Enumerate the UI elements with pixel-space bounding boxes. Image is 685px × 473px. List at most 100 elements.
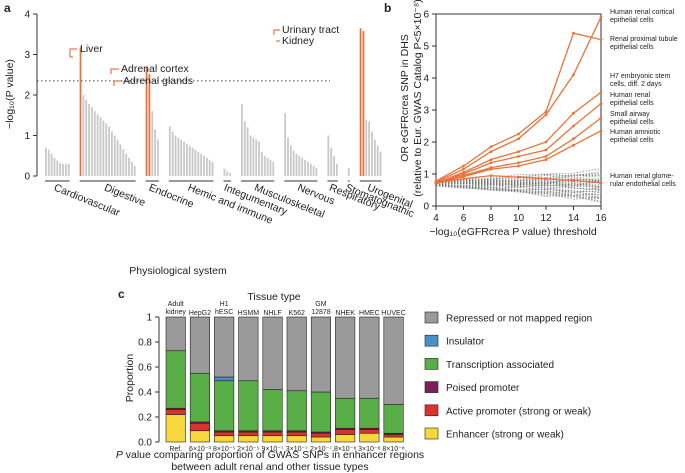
category-label: K562 [289, 310, 305, 317]
stacked-segment [383, 404, 404, 434]
series-point [599, 129, 603, 133]
bar [183, 141, 185, 176]
bar [203, 155, 205, 176]
stacked-segment [238, 431, 259, 437]
panel-b-xtick-label: 14 [568, 213, 580, 224]
bar [64, 163, 67, 176]
series-point [434, 181, 438, 185]
highlight-bar [79, 47, 82, 177]
legend-label: Repressed or not mapped region [446, 314, 592, 325]
label-glomerular: Human renal glome-rular endothelial cell… [610, 173, 676, 188]
background-series-line [435, 185, 602, 199]
panel-b-ytick-label: 2 [423, 138, 429, 149]
bar [119, 144, 122, 176]
stacked-segment [165, 350, 186, 409]
bar [67, 163, 70, 176]
background-series-line [435, 179, 602, 184]
panel-b-xtick-label: 12 [540, 213, 552, 224]
category-label: HepG2 [189, 310, 211, 317]
legend-label: Poised promoter [446, 383, 520, 394]
bar [307, 161, 309, 176]
bar [82, 95, 85, 176]
highlight-bar [362, 31, 365, 177]
pvalue-label: 8×10⁻⁵ [213, 446, 235, 453]
annotation-adrenal-cortex: Adrenal cortex [121, 63, 189, 75]
stacked-segment [262, 389, 283, 432]
background-series-line [435, 182, 602, 187]
bar [241, 103, 243, 176]
series-point [489, 145, 493, 149]
panel-b-ylabel-1: OR eGFRcrea SNP in DHS [399, 34, 411, 162]
legend-label: Insulator [446, 337, 485, 348]
bar [50, 153, 53, 176]
pvalue-label: Ref. [169, 446, 182, 453]
label-h7: H7 embryonic stem cells, diff. 2 days [610, 73, 670, 88]
stacked-segment [286, 431, 307, 437]
stacked-segment [310, 436, 332, 443]
bar [116, 139, 119, 176]
stacked-segment [214, 316, 235, 378]
bar [191, 147, 194, 176]
panel-label-b: b [384, 1, 391, 15]
pvalue-label: 2×10⁻⁵ [237, 446, 259, 453]
series-point [462, 167, 465, 171]
stacked-segment [383, 434, 404, 438]
label-renal-proximal: Renal proximal tubule epithelial cells [610, 36, 678, 51]
category-label: Adult kidney [166, 301, 187, 316]
panel-a-ytick-label: 3 [24, 50, 30, 61]
stacked-segment [262, 435, 283, 443]
label-small-airway: Small airway epithelial cells [610, 111, 654, 126]
legend-swatch [424, 311, 439, 324]
series-point [572, 143, 575, 147]
series-point [599, 15, 603, 19]
series-point [517, 137, 520, 141]
panel-c-ytick-label: 0.8 [138, 338, 152, 349]
bar [177, 137, 180, 176]
series-point [544, 148, 548, 152]
bar [85, 99, 88, 176]
series-point [544, 140, 548, 144]
panel-c-title: Tissue type [247, 291, 300, 303]
panel-c-xlabel-line1: P value comparing proportion of GWAS SNP… [116, 449, 424, 461]
series-point [572, 179, 575, 182]
legend-label: Enhancer (strong or weak) [446, 430, 564, 441]
pvalue-label: 3×10⁻⁸ [358, 446, 380, 453]
stacked-segment [359, 432, 380, 443]
panel-c-ylabel: Proportion [124, 354, 136, 403]
stacked-segment [189, 316, 210, 374]
adrenal-cortex-leader [110, 68, 119, 74]
annotation-adrenal-glands: Adrenal glands [123, 75, 193, 87]
bar [379, 151, 382, 176]
series-point [489, 161, 493, 165]
bar [263, 155, 266, 176]
bar [186, 143, 188, 176]
category-label: HMEC [359, 310, 380, 317]
legend-swatch [424, 427, 439, 440]
stacked-segment [359, 316, 380, 399]
bar [188, 145, 191, 176]
series-point [544, 177, 548, 181]
category-label: HSMM [238, 310, 260, 317]
category-label: NHLF [263, 310, 281, 317]
bar [56, 160, 59, 176]
annotation-urinary-tract: Urinary tract [282, 24, 339, 36]
panel-b-xtick-label: 10 [513, 213, 525, 224]
panel-a-ytick-label: 1 [24, 131, 30, 142]
legend-label: Active promoter (strong or weak) [446, 406, 591, 417]
panel-b-series-labels: Human renal cortical epithelial cells Ren… [610, 9, 678, 188]
label-renal-epithelial: Human renal epithelial cells [610, 92, 654, 107]
pvalue-label: 6×10⁻³ [189, 446, 211, 453]
panel-c-chart: Tissue type 0.0 0.2 0.4 0.6 0.8 1 Adult kidney… [116, 291, 592, 473]
panel-c-ytick-label: 1 [146, 313, 152, 324]
legend-swatch [424, 404, 439, 417]
panel-b-ytick-label: 0 [423, 202, 429, 213]
series-point [572, 111, 575, 115]
stacked-segment [335, 434, 356, 443]
bar [304, 159, 306, 176]
bar [45, 147, 47, 176]
background-series-line [435, 179, 602, 183]
panel-a-annotations: Liver Adrenal cortex Adrenal glands Urin… [69, 24, 339, 87]
series-point [599, 38, 603, 41]
